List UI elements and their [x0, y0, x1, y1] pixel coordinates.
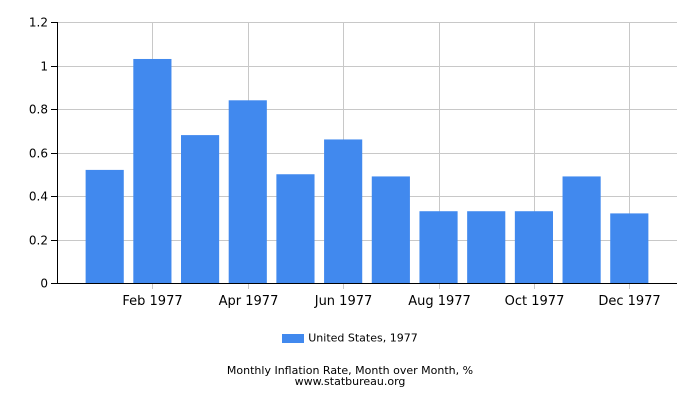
bar-apr-1977 [228, 100, 267, 283]
source-link[interactable]: www.statbureau.org [294, 375, 406, 388]
chart-title: Monthly Inflation Rate, Month over Month… [226, 364, 474, 377]
legend-swatch [282, 333, 305, 343]
bar-oct-1977 [514, 211, 553, 283]
bar-jul-1977 [371, 176, 410, 283]
bar-jun-1977 [324, 139, 363, 283]
bars [85, 58, 649, 283]
x-tick-label: Oct 1977 [505, 294, 565, 309]
x-tick-label: Apr 1977 [219, 294, 279, 309]
bar-mar-1977 [181, 135, 220, 283]
x-tick-labels: Feb 1977 Apr 1977 Jun 1977 Aug 1977 Oct 1977… [122, 294, 660, 309]
axes [51, 22, 677, 284]
bar-may-1977 [276, 174, 315, 283]
y-tick-label: 1 [40, 60, 48, 74]
bar-aug-1977 [419, 211, 458, 283]
y-tick-label: 0.6 [29, 147, 48, 161]
y-tick-labels: 0 0.2 0.4 0.6 0.8 1 1.2 [29, 16, 48, 291]
x-tick-label: Dec 1977 [598, 294, 660, 309]
y-tick-label: 0 [40, 277, 48, 291]
y-tick-label: 0.8 [29, 103, 48, 117]
bar-dec-1977 [610, 213, 649, 283]
y-tick-label: 0.2 [29, 234, 48, 248]
x-tick-label: Feb 1977 [122, 294, 182, 309]
x-tick-label: Aug 1977 [408, 294, 471, 309]
legend-label: United States, 1977 [308, 331, 418, 345]
bar-jan-1977 [85, 169, 124, 283]
legend: United States, 1977 [0, 331, 700, 345]
y-tick-label: 1.2 [29, 16, 48, 30]
bar-nov-1977 [562, 176, 601, 283]
x-tick-label: Jun 1977 [314, 294, 373, 309]
bar-feb-1977 [133, 58, 172, 283]
y-tick-label: 0.4 [29, 190, 48, 204]
bar-sep-1977 [467, 211, 506, 283]
